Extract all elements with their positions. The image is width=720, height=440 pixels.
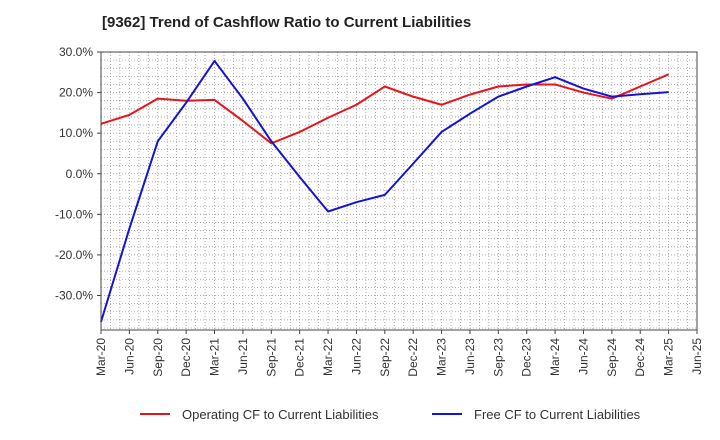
y-tick-label: 20.0% <box>59 86 93 100</box>
x-tick-label: Dec-24 <box>633 338 647 377</box>
plot-area <box>101 52 697 330</box>
x-tick-label: Sep-21 <box>264 338 278 377</box>
x-tick-label: Jun-24 <box>576 338 590 375</box>
x-tick-label: Jun-25 <box>690 338 704 375</box>
series-line-1 <box>100 73 670 145</box>
y-tick-label: 30.0% <box>59 45 93 59</box>
grid <box>100 51 698 330</box>
y-tick-label: 10.0% <box>59 126 93 140</box>
x-tick-label: Sep-22 <box>378 338 392 377</box>
y-tick-label: -10.0% <box>55 207 93 221</box>
x-tick-label: Dec-20 <box>179 338 193 377</box>
series-lines <box>100 59 670 323</box>
x-tick-label: Dec-21 <box>293 338 307 377</box>
legend-label-1: Operating CF to Current Liabilities <box>182 407 379 422</box>
x-tick-label: Sep-24 <box>605 338 619 377</box>
x-tick-label: Mar-23 <box>435 338 449 376</box>
x-tick-label: Sep-20 <box>151 338 165 377</box>
x-tick-label: Mar-20 <box>94 338 108 376</box>
y-tick-label: -30.0% <box>55 289 93 303</box>
series-line-2 <box>100 59 669 323</box>
x-tick-label: Dec-22 <box>406 338 420 377</box>
x-tick-label: Mar-25 <box>662 338 676 376</box>
x-tick-label: Dec-23 <box>520 338 534 377</box>
y-tick-label: 0.0% <box>66 167 94 181</box>
legend: Operating CF to Current Liabilities Free … <box>140 407 641 422</box>
x-tick-label: Sep-23 <box>491 338 505 377</box>
x-tick-label: Jun-20 <box>122 338 136 375</box>
plot-border <box>100 51 698 331</box>
x-tick-label: Jun-21 <box>236 338 250 375</box>
x-tick-label: Jun-23 <box>463 338 477 375</box>
x-tick-label: Mar-22 <box>321 338 335 376</box>
x-tick-label: Mar-24 <box>548 338 562 376</box>
axes: 30.0% 20.0% 10.0% 0.0% -10.0% -20.0% -30.0% Mar… <box>55 45 704 377</box>
legend-label-2: Free CF to Current Liabilities <box>474 407 641 422</box>
y-tick-label: -20.0% <box>55 248 93 262</box>
chart-title: [9362] Trend of Cashflow Ratio to Curren… <box>102 14 472 31</box>
x-tick-label: Jun-22 <box>349 338 363 375</box>
x-tick-label: Mar-21 <box>208 338 222 376</box>
